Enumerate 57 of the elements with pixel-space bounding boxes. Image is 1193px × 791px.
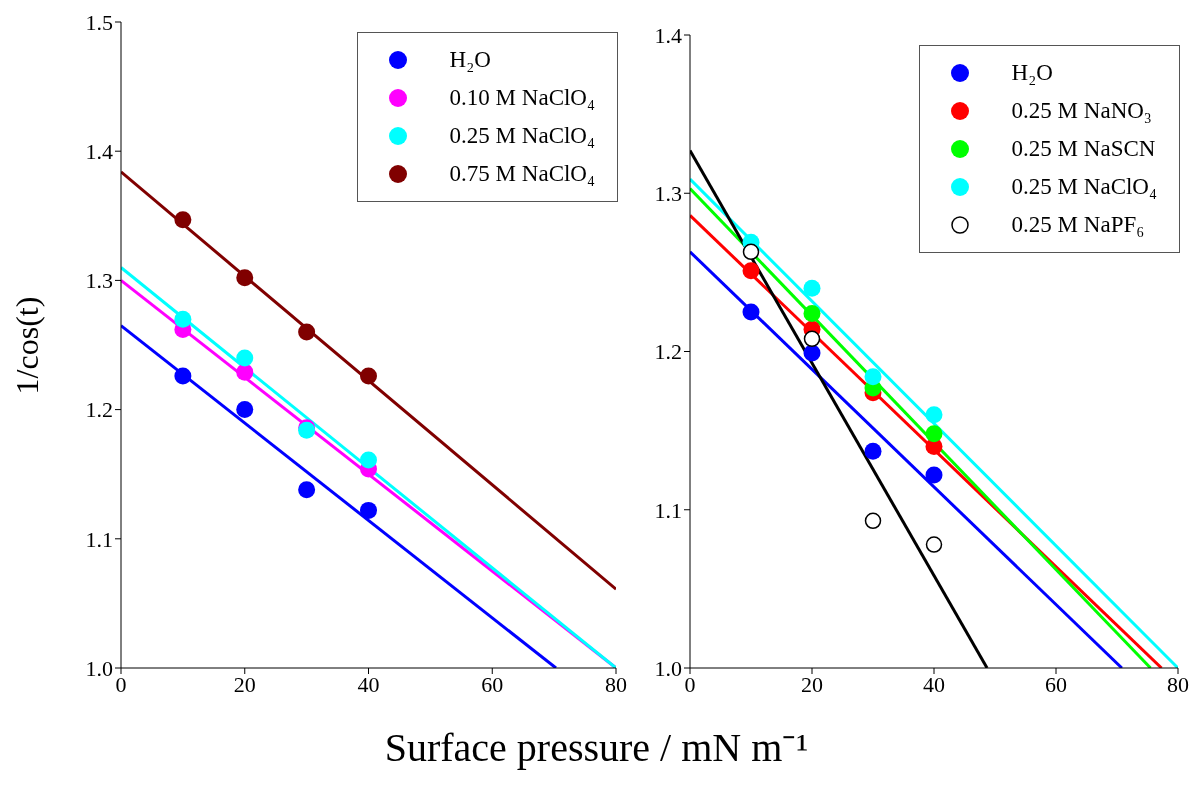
x-tick-label: 80 <box>1167 671 1189 697</box>
legend-label: H₂O <box>449 47 491 73</box>
point <box>174 367 192 385</box>
legend-label: H₂O <box>1011 60 1053 86</box>
y-tick-label: 1.1 <box>85 526 113 552</box>
point <box>236 363 254 381</box>
point <box>174 310 192 328</box>
x-tick-label: 60 <box>481 671 504 697</box>
point <box>742 303 760 321</box>
point <box>298 481 316 499</box>
point <box>742 243 760 261</box>
legend-label: 0.25 M NaClO₄ <box>1011 174 1157 200</box>
point <box>925 425 943 443</box>
point <box>803 330 821 348</box>
legend-label: 0.25 M NaNO₃ <box>1011 98 1152 124</box>
y-tick-label: 1.4 <box>654 22 682 48</box>
x-tick-label: 60 <box>1045 671 1067 697</box>
y-tick-label: 1.0 <box>85 655 113 681</box>
y-tick-label: 1.4 <box>85 139 113 165</box>
point <box>360 501 377 519</box>
x-tick-label: 80 <box>605 671 627 697</box>
y-tick-label: 1.0 <box>654 655 682 681</box>
y-tick-label: 1.2 <box>654 339 682 365</box>
x-tick-label: 0 <box>115 671 127 697</box>
point <box>298 323 316 341</box>
point <box>864 442 882 460</box>
y-tick-label: 1.3 <box>85 268 113 294</box>
x-tick-label: 40 <box>357 671 380 697</box>
legend-label: 0.75 M NaClO₄ <box>449 161 595 187</box>
y-tick-label: 1.2 <box>85 397 113 423</box>
legend-label: 0.10 M NaClO₄ <box>449 85 595 111</box>
legend-label: 0.25 M NaClO₄ <box>449 123 595 149</box>
legend-label: 0.25 M NaSCN <box>1011 136 1156 162</box>
y-tick-label: 1.1 <box>654 497 682 523</box>
y-tick-label: 1.5 <box>85 9 113 35</box>
x-tick-label: 20 <box>801 671 823 697</box>
x-axis-title: Surface pressure / mN m⁻¹ <box>383 724 810 772</box>
legend-label: 0.25 M NaPF₆ <box>1011 212 1145 238</box>
point <box>925 466 943 484</box>
point <box>360 367 377 385</box>
point <box>864 512 882 530</box>
point <box>864 368 882 386</box>
y-axis-title: 1/cos(t) <box>9 296 47 394</box>
point <box>925 406 943 424</box>
point <box>174 211 192 229</box>
point <box>360 451 377 469</box>
point <box>803 279 821 297</box>
point <box>925 536 943 553</box>
x-tick-label: 0 <box>684 671 696 697</box>
x-tick-label: 40 <box>923 671 945 697</box>
x-tick-label: 20 <box>233 671 256 697</box>
point <box>236 349 254 367</box>
point <box>236 269 254 287</box>
point <box>742 262 760 280</box>
point <box>236 401 254 419</box>
y-tick-label: 1.3 <box>654 181 682 207</box>
point <box>803 305 821 323</box>
